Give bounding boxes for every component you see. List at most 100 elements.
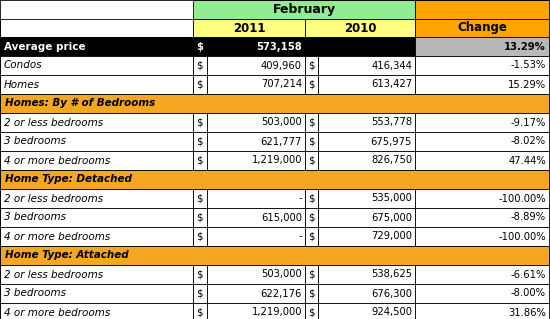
Bar: [207, 303, 305, 319]
Text: 615,000: 615,000: [261, 212, 302, 222]
Bar: [415, 151, 550, 170]
Text: 31.86%: 31.86%: [508, 308, 546, 317]
Bar: [0, 189, 193, 208]
Text: 2 or less bedrooms: 2 or less bedrooms: [4, 270, 103, 279]
Text: 535,000: 535,000: [371, 194, 412, 204]
Bar: [193, 0, 415, 19]
Bar: [207, 227, 305, 246]
Text: Condos: Condos: [4, 61, 43, 70]
Text: 505,927: 505,927: [367, 41, 412, 51]
Bar: [305, 132, 318, 151]
Bar: [318, 189, 415, 208]
Bar: [0, 151, 193, 170]
Bar: [193, 19, 305, 37]
Text: $: $: [196, 61, 202, 70]
Bar: [305, 151, 318, 170]
Bar: [0, 284, 193, 303]
Text: Home Type: Detached: Home Type: Detached: [5, 174, 132, 184]
Bar: [415, 37, 550, 56]
Bar: [0, 56, 193, 75]
Text: $: $: [196, 194, 202, 204]
Bar: [305, 56, 318, 75]
Text: $: $: [308, 232, 315, 241]
Text: $: $: [308, 212, 315, 222]
Text: -: -: [298, 194, 302, 204]
Bar: [415, 75, 550, 94]
Text: 1,219,000: 1,219,000: [251, 155, 302, 166]
Bar: [0, 113, 193, 132]
Text: $: $: [196, 288, 202, 299]
Bar: [0, 208, 193, 227]
Text: 2011: 2011: [233, 21, 265, 34]
Text: $: $: [196, 270, 202, 279]
Bar: [415, 113, 550, 132]
Bar: [305, 265, 318, 284]
Bar: [193, 227, 207, 246]
Text: -8.02%: -8.02%: [511, 137, 546, 146]
Bar: [207, 75, 305, 94]
Bar: [415, 0, 550, 19]
Text: 2 or less bedrooms: 2 or less bedrooms: [4, 117, 103, 128]
Text: -100.00%: -100.00%: [498, 194, 546, 204]
Bar: [415, 303, 550, 319]
Text: 15.29%: 15.29%: [508, 79, 546, 90]
Bar: [305, 75, 318, 94]
Bar: [305, 37, 318, 56]
Bar: [318, 303, 415, 319]
Bar: [305, 19, 415, 37]
Text: Average price: Average price: [4, 41, 86, 51]
Text: -9.17%: -9.17%: [510, 117, 546, 128]
Bar: [193, 113, 207, 132]
Bar: [0, 0, 193, 19]
Bar: [415, 284, 550, 303]
Bar: [0, 246, 550, 265]
Text: 675,975: 675,975: [371, 137, 412, 146]
Bar: [415, 227, 550, 246]
Text: 622,176: 622,176: [261, 288, 302, 299]
Bar: [0, 19, 193, 37]
Bar: [305, 189, 318, 208]
Bar: [0, 170, 550, 189]
Bar: [193, 132, 207, 151]
Text: -8.00%: -8.00%: [511, 288, 546, 299]
Bar: [207, 132, 305, 151]
Bar: [207, 208, 305, 227]
Bar: [193, 151, 207, 170]
Text: 613,427: 613,427: [371, 79, 412, 90]
Text: 1,219,000: 1,219,000: [251, 308, 302, 317]
Text: $: $: [308, 308, 315, 317]
Text: 675,000: 675,000: [371, 212, 412, 222]
Bar: [0, 132, 193, 151]
Bar: [318, 132, 415, 151]
Text: 47.44%: 47.44%: [508, 155, 546, 166]
Bar: [415, 132, 550, 151]
Bar: [318, 227, 415, 246]
Text: $: $: [196, 117, 202, 128]
Bar: [193, 56, 207, 75]
Bar: [318, 151, 415, 170]
Text: $: $: [308, 270, 315, 279]
Bar: [207, 284, 305, 303]
Text: 409,960: 409,960: [261, 61, 302, 70]
Text: 4 or more bedrooms: 4 or more bedrooms: [4, 308, 110, 317]
Text: 503,000: 503,000: [261, 117, 302, 128]
Text: -: -: [298, 232, 302, 241]
Bar: [415, 189, 550, 208]
Bar: [193, 303, 207, 319]
Text: $: $: [308, 155, 315, 166]
Text: $: $: [308, 117, 315, 128]
Text: $: $: [196, 41, 203, 51]
Text: -1.53%: -1.53%: [511, 61, 546, 70]
Bar: [415, 56, 550, 75]
Bar: [193, 75, 207, 94]
Bar: [318, 208, 415, 227]
Bar: [415, 265, 550, 284]
Bar: [0, 37, 193, 56]
Text: 924,500: 924,500: [371, 308, 412, 317]
Text: 416,344: 416,344: [371, 61, 412, 70]
Text: $: $: [196, 79, 202, 90]
Bar: [207, 56, 305, 75]
Bar: [207, 265, 305, 284]
Text: 503,000: 503,000: [261, 270, 302, 279]
Bar: [193, 208, 207, 227]
